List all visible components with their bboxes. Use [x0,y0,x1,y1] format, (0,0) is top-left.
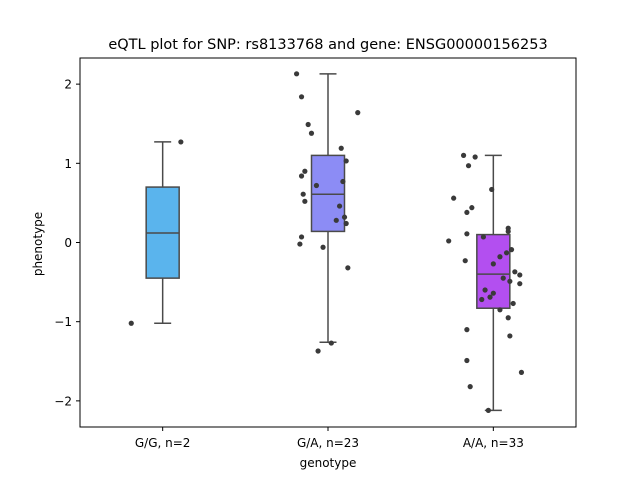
data-point [460,152,467,158]
data-point [451,195,457,201]
data-point [313,182,320,189]
data-point [298,173,305,179]
data-point [355,110,361,116]
data-point [507,278,513,284]
data-point [343,220,349,227]
data-point [345,265,351,271]
data-point [315,348,321,354]
y-tick-label: −1 [54,315,72,329]
y-tick-label: 2 [64,78,72,92]
data-point [298,234,305,240]
data-point [510,300,516,307]
data-point [505,228,511,235]
data-point [308,130,315,136]
data-point [479,296,485,303]
x-tick-label: G/G, n=2 [135,436,191,450]
data-point [462,258,468,264]
data-point [465,163,472,169]
data-point [320,244,326,250]
x-axis-label: genotype [300,456,357,470]
data-point [467,384,473,390]
data-point [507,333,513,339]
data-point [517,281,523,287]
data-point [328,340,334,346]
data-point [336,203,343,209]
data-point [305,121,311,128]
data-point [480,234,487,240]
data-point [485,407,491,413]
x-tick-label: G/A, n=23 [297,436,359,450]
data-point [300,191,306,197]
data-point [178,139,184,145]
data-point [472,154,478,160]
data-point [497,254,503,260]
data-point [343,158,349,164]
y-tick-label: −2 [54,394,72,408]
data-point [497,307,503,313]
box-iqr [310,154,346,233]
data-point [512,269,518,275]
plot-area: 2 1 0 −1 −2 G/G, n=2 G/A, n=23 A/A, n=33 [54,57,577,450]
data-point [518,369,525,375]
data-point [302,168,308,174]
data-point [505,315,511,321]
data-point [464,357,470,364]
y-axis-label: phenotype [31,212,45,276]
chart-title: eQTL plot for SNP: rs8133768 and gene: E… [108,37,547,53]
data-point [503,250,510,256]
data-point [500,275,506,281]
data-point [341,214,348,220]
data-point [490,261,496,267]
data-point [298,94,305,100]
data-point [128,320,134,326]
y-tick-label: 0 [64,236,72,250]
y-tick-label: 1 [64,157,72,171]
data-point [302,198,308,204]
data-point [464,231,470,237]
data-point [297,241,303,247]
box-iqr [476,233,511,309]
data-point [338,145,344,151]
data-point [464,327,470,333]
data-point [464,209,470,216]
x-tick-label: A/A, n=33 [463,436,524,450]
data-point [340,178,346,185]
data-point [489,186,495,193]
data-point [487,294,493,300]
data-point [508,247,515,253]
data-point [333,217,339,223]
data-point [469,205,475,211]
data-point [517,272,523,278]
data-point [293,71,300,77]
data-point [446,238,452,244]
data-point [482,287,488,293]
data-point [490,290,496,296]
